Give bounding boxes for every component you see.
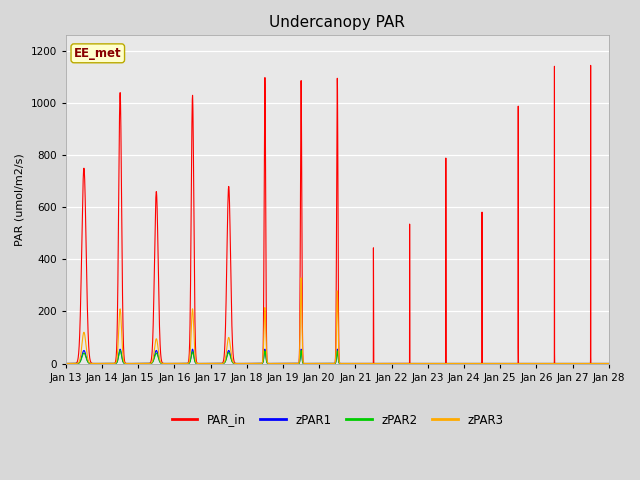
Text: EE_met: EE_met	[74, 47, 122, 60]
Y-axis label: PAR (umol/m2/s): PAR (umol/m2/s)	[15, 153, 25, 246]
Legend: PAR_in, zPAR1, zPAR2, zPAR3: PAR_in, zPAR1, zPAR2, zPAR3	[167, 409, 508, 431]
Title: Undercanopy PAR: Undercanopy PAR	[269, 15, 405, 30]
